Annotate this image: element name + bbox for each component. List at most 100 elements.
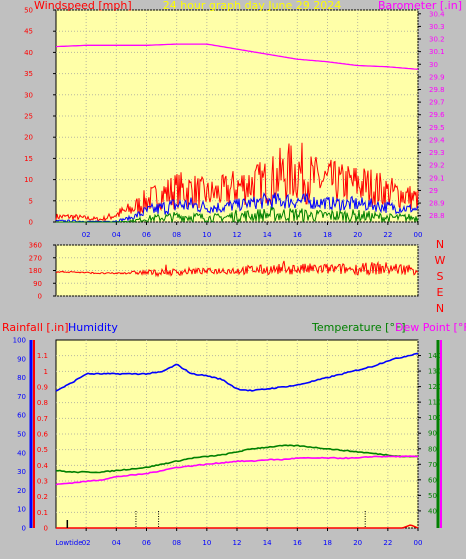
temperature-tick-label: 50 [428,492,437,500]
rainfall-tick-label: 0.5 [37,446,48,454]
lowtide-label: Lowtide [55,539,82,547]
humidity-tick-label: 60 [17,412,26,420]
barometer-tick-label: 28.8 [429,212,445,220]
hour-tick-label: 06 [142,231,151,239]
direction-tick-label: 90 [33,280,42,288]
barometer-tick-label: 30.3 [429,23,445,31]
humidity-tick-label: 0 [22,525,26,533]
temperature-tick-label: 100 [428,414,441,422]
rainfall-tick-label: 0.4 [37,462,49,470]
barometer-tick-label: 29.1 [429,174,445,182]
dewpoint-axis-title: Dew Point [°F] [395,321,466,334]
chart-title: 24 hour graph day June 29 2024 [163,0,342,12]
rainfall-tick-label: 0.8 [37,399,48,407]
barometer-series-line [55,43,419,70]
windspeed-tick-label: 35 [24,70,33,78]
barometer-tick-label: 30.4 [429,10,445,18]
barometer-tick-label: 29.9 [429,73,445,81]
temperature-tick-label: 70 [428,461,437,469]
climate-series-line [55,455,419,486]
barometer-tick-label: 30.1 [429,48,445,56]
windspeed-tick-label: 50 [24,7,33,15]
temperature-tick-label: 120 [428,383,441,391]
bottom-hour-tick-label: 20 [353,539,362,547]
temperature-tick-label: 140 [428,352,441,360]
climate-series-line [55,352,419,392]
bottom-hour-tick-label: 04 [112,539,121,547]
barometer-tick-label: 29.8 [429,86,445,94]
rainfall-tick-label: 0.2 [37,493,48,501]
barometer-tick-label: 29 [429,187,438,195]
compass-direction-label: S [437,270,444,283]
hour-tick-label: 04 [112,231,121,239]
barometer-tick-label: 29.2 [429,162,445,170]
humidity-tick-label: 100 [13,337,26,345]
bottom-hour-tick-label: 14 [263,539,272,547]
temperature-tick-label: 80 [428,445,437,453]
rainfall-axis-title: Rainfall [.in] [2,321,69,334]
temperature-tick-label: 40 [428,507,437,515]
hour-tick-label: 14 [263,231,272,239]
windspeed-tick-label: 20 [24,134,33,142]
bottom-hour-tick-label: 06 [142,539,151,547]
direction-plot-series [55,260,419,278]
temperature-tick-label: 110 [428,399,441,407]
humidity-tick-label: 20 [17,487,26,495]
humidity-tick-label: 90 [17,355,26,363]
bottom-hour-tick-label: 12 [233,539,242,547]
humidity-tick-label: 70 [17,393,26,401]
barometer-tick-label: 30.2 [429,36,445,44]
bottom-hour-tick-label: 10 [202,539,211,547]
climate-plot-grid [56,340,419,529]
barometer-tick-label: 29.3 [429,149,445,157]
compass-direction-label: E [437,286,444,299]
humidity-axis-title: Humidity [68,321,118,334]
humidity-tick-label: 30 [17,468,26,476]
barometer-tick-label: 29.7 [429,99,445,107]
windspeed-axis-title: Windspeed [mph] [34,0,132,12]
barometer-tick-label: 29.5 [429,124,445,132]
bottom-hour-tick-label: 16 [293,539,302,547]
temperature-tick-label: 130 [428,368,441,376]
windspeed-tick-label: 30 [24,91,33,99]
windspeed-tick-label: 5 [29,197,33,205]
hour-tick-label: 18 [323,231,332,239]
humidity-tick-label: 40 [17,449,26,457]
bottom-hour-tick-label: 08 [172,539,181,547]
hour-tick-label: 20 [353,231,362,239]
hour-tick-label: 12 [233,231,242,239]
humidity-tick-label: 10 [17,506,26,514]
bottom-hour-tick-label: 02 [82,539,91,547]
compass-direction-label: W [435,254,446,267]
windspeed-tick-label: 10 [24,176,33,184]
rainfall-tick-label: 0.3 [37,478,48,486]
rainfall-tick-label: 0.7 [37,415,48,423]
direction-plot-grid [56,244,419,297]
temperature-tick-label: 60 [428,476,437,484]
barometer-tick-label: 29.4 [429,136,445,144]
hour-tick-label: 08 [172,231,181,239]
windspeed-tick-label: 25 [24,113,33,121]
barometer-tick-label: 29.6 [429,111,445,119]
windspeed-tick-label: 0 [29,219,33,227]
rainfall-tick-label: 0 [44,525,48,533]
hour-tick-label: 22 [383,231,392,239]
windspeed-tick-label: 15 [24,155,33,163]
wind-plot-axes: 0 5 10 15 20 25 30 35 40 45 50 28.8 28.9 29 29.1 29.2 29… [24,7,445,240]
temperature-tick-label: 90 [428,430,437,438]
wind-series-line [55,192,419,223]
climate-series-line [55,444,419,474]
rainfall-tick-label: 0.9 [37,384,48,392]
climate-plot-axes: 0 0.1 0.2 0.3 0.4 0.5 0.6 0.7 0.8 0.9 1 1.1 0 10 20 30 4… [13,337,442,547]
barometer-tick-label: 30 [429,61,438,69]
humidity-tick-label: 80 [17,374,26,382]
barometer-axis-title: Barometer [.in] [378,0,462,12]
rainfall-tick-label: 1.1 [37,352,48,360]
direction-tick-label: 270 [29,254,42,262]
hour-tick-label: 00 [414,231,423,239]
wind-series-line [56,205,419,224]
rainfall-tick-label: 1 [44,368,48,376]
humidity-tick-label: 50 [17,431,26,439]
